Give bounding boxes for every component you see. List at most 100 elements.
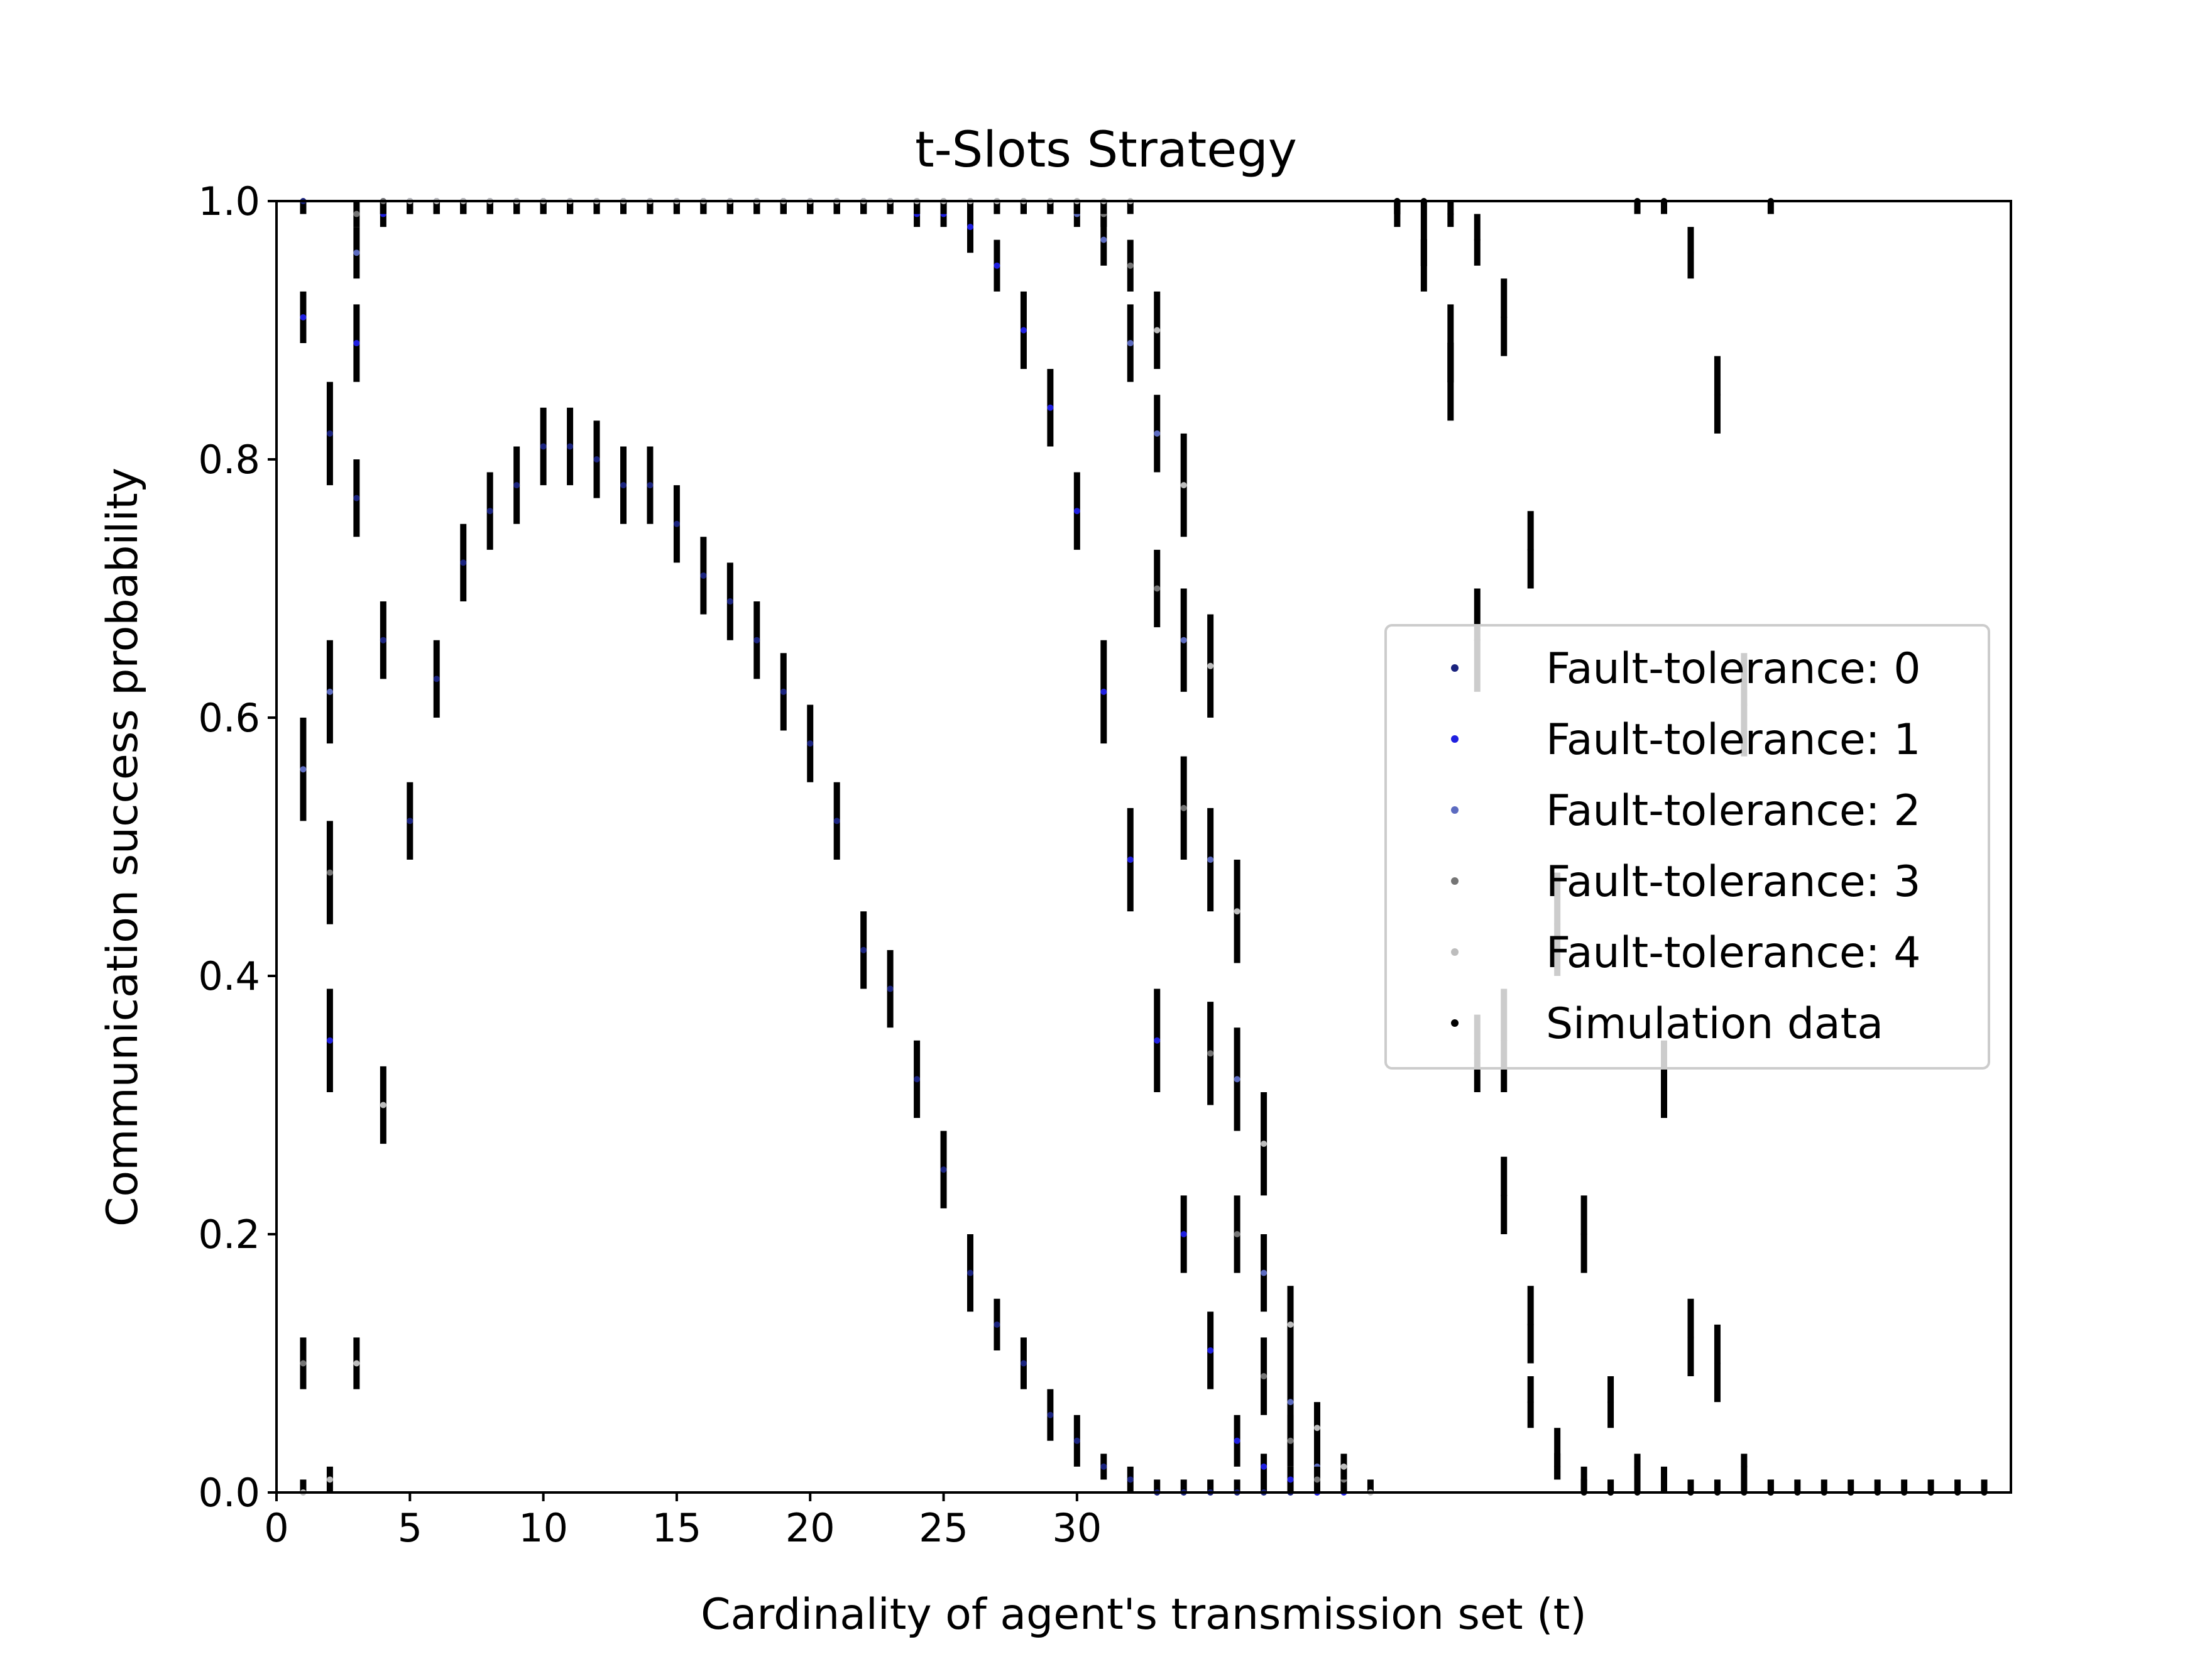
data-point <box>1180 637 1187 643</box>
data-point <box>994 1321 1000 1328</box>
data-point <box>673 520 680 527</box>
data-point <box>1661 1076 1667 1083</box>
data-point <box>1234 1076 1240 1083</box>
data-point <box>1607 1399 1614 1406</box>
data-point <box>1180 804 1187 811</box>
data-point <box>1207 662 1214 669</box>
plot-area <box>300 198 1988 1496</box>
data-point <box>1073 1437 1080 1444</box>
data-point <box>1020 1360 1027 1367</box>
data-point <box>1634 1463 1641 1470</box>
data-point <box>1234 1231 1240 1237</box>
data-point <box>700 572 707 579</box>
data-point <box>1073 508 1080 515</box>
y-tick-label: 0.4 <box>198 953 260 999</box>
data-point <box>1261 1463 1268 1470</box>
data-point <box>326 688 333 695</box>
y-tick-label: 0.8 <box>198 437 260 483</box>
data-point <box>353 249 360 256</box>
data-point <box>1474 236 1481 243</box>
data-point <box>1687 249 1694 256</box>
data-point <box>1447 340 1454 347</box>
data-point <box>353 495 360 501</box>
data-point <box>967 224 973 231</box>
data-point <box>460 559 467 566</box>
data-point <box>1314 1425 1320 1432</box>
data-point <box>1714 391 1721 398</box>
data-point <box>1154 327 1161 334</box>
data-point <box>1154 585 1161 592</box>
data-point <box>1047 404 1054 411</box>
data-point <box>1234 1437 1240 1444</box>
data-point <box>1314 1476 1320 1483</box>
data-point <box>326 1037 333 1044</box>
data-point <box>620 482 627 489</box>
data-point <box>1340 1463 1347 1470</box>
data-point <box>567 443 574 450</box>
data-point <box>1127 262 1134 269</box>
y-tick-label: 0.0 <box>198 1470 260 1516</box>
data-point <box>1020 327 1027 334</box>
data-point <box>353 211 360 217</box>
legend-marker <box>1451 806 1459 814</box>
data-point <box>300 1360 307 1367</box>
x-tick-label: 15 <box>652 1505 701 1551</box>
axis-ticks: 0 5 10 15 20 25 30 0.0 0.2 0.4 0.6 0.8 1.0 <box>198 178 1102 1551</box>
legend-entry: Fault-tolerance: 4 <box>1546 928 1920 978</box>
legend-entry: Fault-tolerance: 3 <box>1546 857 1920 907</box>
data-point <box>486 508 493 515</box>
data-point <box>647 482 654 489</box>
series-4 <box>300 198 1374 1496</box>
data-point <box>860 946 867 953</box>
data-point <box>1207 1347 1214 1354</box>
data-point <box>1501 1192 1508 1199</box>
x-tick-label: 25 <box>919 1505 968 1551</box>
data-point <box>967 1269 973 1276</box>
data-point <box>1287 1476 1294 1483</box>
y-tick-label: 1.0 <box>198 178 260 224</box>
legend-entry: Fault-tolerance: 2 <box>1546 786 1920 836</box>
data-point <box>940 1166 947 1173</box>
legend-marker <box>1451 735 1459 743</box>
x-tick-label: 30 <box>1052 1505 1102 1551</box>
data-point <box>1127 1476 1134 1483</box>
data-point <box>1100 236 1107 243</box>
data-point <box>1261 1373 1268 1380</box>
data-point <box>1527 1321 1534 1328</box>
data-point <box>1447 211 1454 217</box>
data-point <box>353 1360 360 1367</box>
data-point <box>1287 1437 1294 1444</box>
data-point <box>1261 1141 1268 1147</box>
data-point <box>780 688 787 695</box>
data-point <box>1687 1334 1694 1341</box>
data-point <box>513 482 520 489</box>
data-point <box>1714 1360 1721 1367</box>
data-point <box>887 985 894 992</box>
legend: Fault-tolerance: 0 Fault-tolerance: 1 Faul… <box>1384 624 1990 1070</box>
data-point <box>1207 857 1214 863</box>
x-tick-label: 5 <box>398 1505 422 1551</box>
x-tick-label: 10 <box>518 1505 568 1551</box>
plot-frame <box>275 200 2012 1494</box>
data-point <box>726 598 733 605</box>
data-point <box>1527 1399 1534 1406</box>
x-tick-label: 0 <box>264 1505 288 1551</box>
data-point <box>1287 1321 1294 1328</box>
data-point <box>1261 1269 1268 1276</box>
data-point <box>326 1476 333 1483</box>
data-point <box>353 340 360 347</box>
data-point <box>326 430 333 437</box>
y-axis-label: Communication success probability <box>98 468 148 1227</box>
data-point <box>1554 1463 1561 1470</box>
legend-marker <box>1451 1019 1459 1027</box>
data-point <box>994 262 1000 269</box>
x-axis-label: Cardinality of agent's transmission set … <box>701 1590 1587 1640</box>
data-point <box>540 443 547 450</box>
legend-marker <box>1451 948 1459 956</box>
data-point <box>1661 1476 1667 1483</box>
data-point <box>1501 314 1508 320</box>
data-point <box>1100 1463 1107 1470</box>
data-point <box>1420 236 1427 243</box>
data-point <box>380 1102 386 1109</box>
data-point <box>1127 340 1134 347</box>
